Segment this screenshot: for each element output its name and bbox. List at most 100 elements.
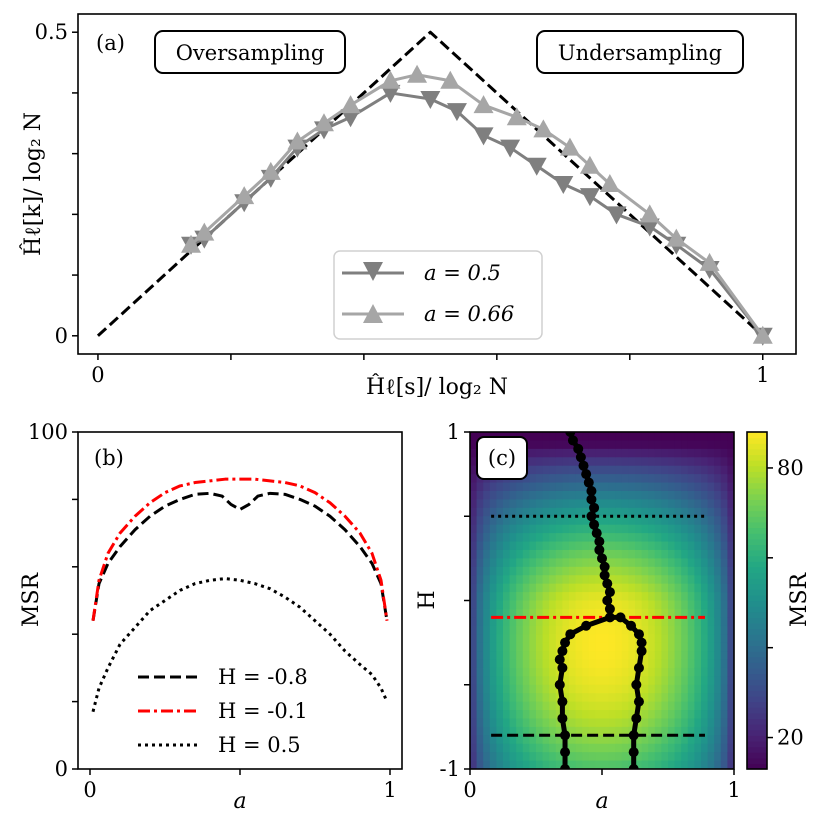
heatmap-cell [542, 701, 550, 711]
heatmap-cell [628, 524, 636, 534]
heatmap-cell [635, 524, 643, 534]
heatmap-cell [562, 676, 570, 686]
ridge-point [586, 485, 597, 496]
heatmap-cell [529, 743, 537, 753]
heatmap-cell [588, 760, 596, 769]
heatmap-cell [536, 583, 544, 593]
heatmap-cell [628, 448, 636, 458]
heatmap-cell [476, 432, 484, 442]
heatmap-cell [549, 667, 557, 677]
heatmap-cell [621, 701, 629, 711]
heatmap-cell [654, 533, 662, 543]
panel-a-marker [260, 161, 281, 180]
colorbar-segment [747, 611, 767, 618]
heatmap-cell [635, 474, 643, 484]
ridge-point [583, 477, 594, 488]
heatmap-cell [602, 752, 610, 762]
ridge-point [636, 646, 647, 657]
heatmap-cell [575, 507, 583, 517]
heatmap-cell [516, 549, 524, 559]
heatmap-cell [701, 710, 709, 720]
heatmap-cell [720, 465, 728, 475]
heatmap-cell [529, 558, 537, 568]
heatmap-cell [615, 448, 623, 458]
heatmap-cell [509, 693, 517, 703]
heatmap-cell [615, 490, 623, 500]
heatmap-cell [648, 490, 656, 500]
heatmap-cell [668, 482, 676, 492]
heatmap-cell [668, 743, 676, 753]
heatmap-cell [720, 693, 728, 703]
heatmap-cell [661, 583, 669, 593]
heatmap-cell [529, 457, 537, 467]
heatmap-cell [575, 490, 583, 500]
heatmap-cell [588, 676, 596, 686]
heatmap-cell [522, 490, 530, 500]
heatmap-cell [727, 558, 734, 568]
colorbar-segment [747, 544, 767, 551]
heatmap-cell [681, 760, 689, 769]
heatmap-cell [602, 642, 610, 652]
heatmap-cell [641, 490, 649, 500]
heatmap-cell [628, 592, 636, 602]
heatmap-cell [483, 634, 491, 644]
heatmap-cell [496, 533, 504, 543]
heatmap-cell [615, 684, 623, 694]
heatmap-cell [470, 659, 478, 669]
heatmap-cell [668, 566, 676, 576]
heatmap-cell [529, 474, 537, 484]
heatmap-cell [621, 726, 629, 736]
heatmap-cell [714, 684, 722, 694]
colorbar-segment [747, 589, 767, 596]
heatmap-cell [496, 676, 504, 686]
heatmap-cell [654, 566, 662, 576]
heatmap-cell [701, 625, 709, 635]
heatmap-cell [509, 566, 517, 576]
heatmap-cell [483, 608, 491, 618]
heatmap-cell [575, 499, 583, 509]
heatmap-cell [628, 634, 636, 644]
heatmap-cell [615, 701, 623, 711]
heatmap-cell [483, 566, 491, 576]
heatmap-cell [542, 482, 550, 492]
heatmap-cell [641, 667, 649, 677]
heatmap-cell [503, 718, 511, 728]
heatmap-cell [549, 507, 557, 517]
heatmap-cell [635, 583, 643, 593]
heatmap-cell [681, 474, 689, 484]
heatmap-cell [668, 440, 676, 450]
heatmap-cell [516, 617, 524, 627]
heatmap-cell [595, 676, 603, 686]
heatmap-cell [654, 693, 662, 703]
heatmap-cell [496, 541, 504, 551]
panel-b-ylabel: MSR [19, 571, 44, 627]
heatmap-cell [516, 533, 524, 543]
heatmap-cell [608, 524, 616, 534]
heatmap-cell [707, 440, 715, 450]
heatmap-cell [569, 474, 577, 484]
heatmap-cell [516, 566, 524, 576]
heatmap-cell [503, 726, 511, 736]
heatmap-cell [681, 608, 689, 618]
heatmap-cell [582, 558, 590, 568]
heatmap-cell [503, 659, 511, 669]
heatmap-cell [595, 465, 603, 475]
heatmap-cell [549, 608, 557, 618]
heatmap-cell [476, 684, 484, 694]
heatmap-cell [674, 684, 682, 694]
heatmap-cell [549, 760, 557, 769]
heatmap-cell [516, 583, 524, 593]
heatmap-cell [707, 752, 715, 762]
heatmap-cell [701, 516, 709, 526]
heatmap-cell [588, 549, 596, 559]
heatmap-cell [694, 676, 702, 686]
heatmap-cell [727, 583, 734, 593]
legend-marker-a066 [363, 304, 383, 323]
heatmap-cell [569, 583, 577, 593]
heatmap-cell [489, 524, 497, 534]
heatmap-cell [595, 760, 603, 769]
heatmap-cell [542, 735, 550, 745]
heatmap-cell [489, 566, 497, 576]
heatmap-cell [595, 608, 603, 618]
heatmap-cell [509, 743, 517, 753]
